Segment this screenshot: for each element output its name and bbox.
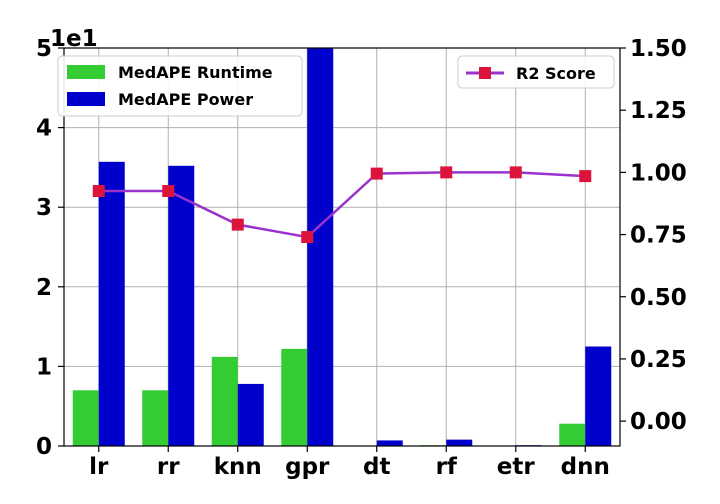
x-tick-label: dt: [363, 454, 390, 480]
r2-point: [92, 185, 105, 198]
left-axis-offset-text: 1e1: [50, 26, 98, 52]
bar-power: [168, 165, 195, 447]
r2-point: [370, 167, 383, 180]
right-tick-label: 1.25: [630, 98, 687, 124]
x-tick-label: etr: [497, 454, 536, 480]
legend-label-r2: R2 Score: [516, 64, 596, 83]
x-tick-label: lr: [89, 454, 109, 480]
x-axis: lr rr knn gpr dt rf etr dnn: [89, 446, 610, 480]
r2-point: [162, 185, 175, 198]
bar-runtime: [72, 390, 99, 446]
legend-swatch-r2-marker: [479, 67, 491, 79]
r2-line-path: [98, 171, 586, 239]
legend-swatch-power: [67, 92, 105, 106]
bar-power: [98, 161, 125, 446]
left-tick-label: 2: [36, 275, 52, 301]
left-tick-label: 0: [36, 434, 52, 460]
right-tick-label: 1.50: [630, 36, 687, 62]
bar-power: [446, 439, 473, 446]
bar-runtime: [211, 356, 238, 446]
bars: [72, 48, 612, 447]
bar-power: [307, 48, 334, 446]
r2-point: [579, 170, 592, 183]
legend-label-runtime: MedAPE Runtime: [118, 63, 273, 82]
x-tick-label: knn: [214, 454, 262, 480]
x-tick-label: dnn: [561, 454, 610, 480]
r2-point: [301, 231, 314, 244]
bar-power: [237, 383, 264, 446]
x-tick-label: gpr: [285, 454, 330, 480]
left-axis: 0 1 2 3 4 5: [36, 36, 64, 460]
left-tick-label: 3: [36, 195, 52, 221]
x-tick-label: rr: [157, 454, 180, 480]
r2-point: [440, 166, 453, 179]
legend-line: R2 Score: [457, 55, 615, 89]
legend-swatch-runtime: [67, 65, 105, 79]
right-tick-label: 0.75: [630, 223, 687, 249]
right-tick-label: 0.25: [630, 347, 687, 373]
bar-power: [585, 346, 612, 446]
right-tick-label: 0.00: [630, 409, 687, 435]
left-tick-label: 1: [36, 354, 52, 380]
bar-runtime: [142, 390, 169, 446]
right-axis: 0.00 0.25 0.50 0.75 1.00 1.25 1.50: [620, 36, 687, 435]
bar-runtime: [559, 423, 586, 446]
left-tick-label: 5: [36, 36, 52, 62]
r2-point: [509, 166, 522, 179]
x-tick-label: rf: [436, 454, 458, 480]
r2-point: [231, 218, 244, 231]
r2-line: [92, 166, 592, 244]
legend-bars: MedAPE Runtime MedAPE Power: [57, 55, 303, 117]
bar-runtime: [281, 348, 308, 446]
left-tick-label: 4: [36, 116, 52, 142]
right-tick-label: 1.00: [630, 160, 687, 186]
bar-power: [376, 440, 403, 446]
plot-frame: [63, 47, 621, 447]
legend-label-power: MedAPE Power: [118, 90, 253, 109]
right-tick-label: 0.50: [630, 285, 687, 311]
